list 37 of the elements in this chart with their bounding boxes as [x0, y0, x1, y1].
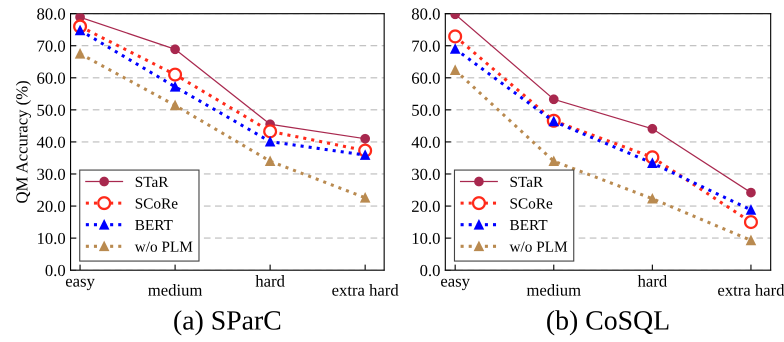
x-tick-label: extra hard	[718, 284, 784, 296]
x-tick-label: medium	[148, 284, 202, 296]
y-tick-label: 80.0	[37, 8, 66, 20]
text: (a) SParC	[174, 310, 280, 336]
x-tick-label: medium	[526, 284, 581, 296]
y-tick-label: 80.0	[412, 8, 440, 20]
y-tick-label: 20.0	[412, 200, 440, 212]
y-tick-label: 40.0	[412, 136, 440, 148]
legend-label: STaR	[510, 176, 544, 188]
y-tick-label: 20.0	[37, 200, 66, 212]
legend-label: BERT	[135, 220, 173, 230]
y-tick-label: 40.0	[36, 136, 66, 148]
y-tick-label: 70.0	[38, 40, 66, 52]
legend-label: SCoRe	[136, 198, 178, 209]
y-axis-title: QM Accuracy (%)	[16, 81, 31, 203]
x-tick-label: extra hard	[332, 284, 398, 296]
legend-label: STaR	[136, 176, 168, 188]
legend-label: SCoRe	[510, 198, 552, 209]
legend-label: BERT	[510, 220, 548, 230]
x-tick-label: hard	[255, 275, 285, 287]
y-tick-label: 30.0	[412, 168, 440, 180]
y-tick-label: 30.0	[37, 168, 66, 180]
y-tick-label: 50.0	[38, 104, 66, 116]
legend-label: w/o PLM	[134, 242, 192, 252]
x-tick-label: easy	[66, 278, 95, 290]
x-tick-label: easy	[441, 278, 470, 290]
y-tick-label: 60.0	[37, 72, 66, 84]
legend-label: w/o PLM	[509, 242, 568, 252]
y-tick-label: 70.0	[412, 40, 440, 52]
y-tick-label: 10.0	[412, 232, 440, 244]
y-tick-label: 60.0	[412, 72, 440, 84]
y-tick-label: 10.0	[38, 232, 66, 244]
y-tick-label: 0.0	[46, 264, 66, 276]
y-tick-label: 50.0	[412, 104, 440, 116]
y-tick-label: 0.0	[420, 264, 440, 276]
text: (b) CoSQL	[547, 310, 668, 336]
x-tick-label: hard	[638, 275, 667, 287]
